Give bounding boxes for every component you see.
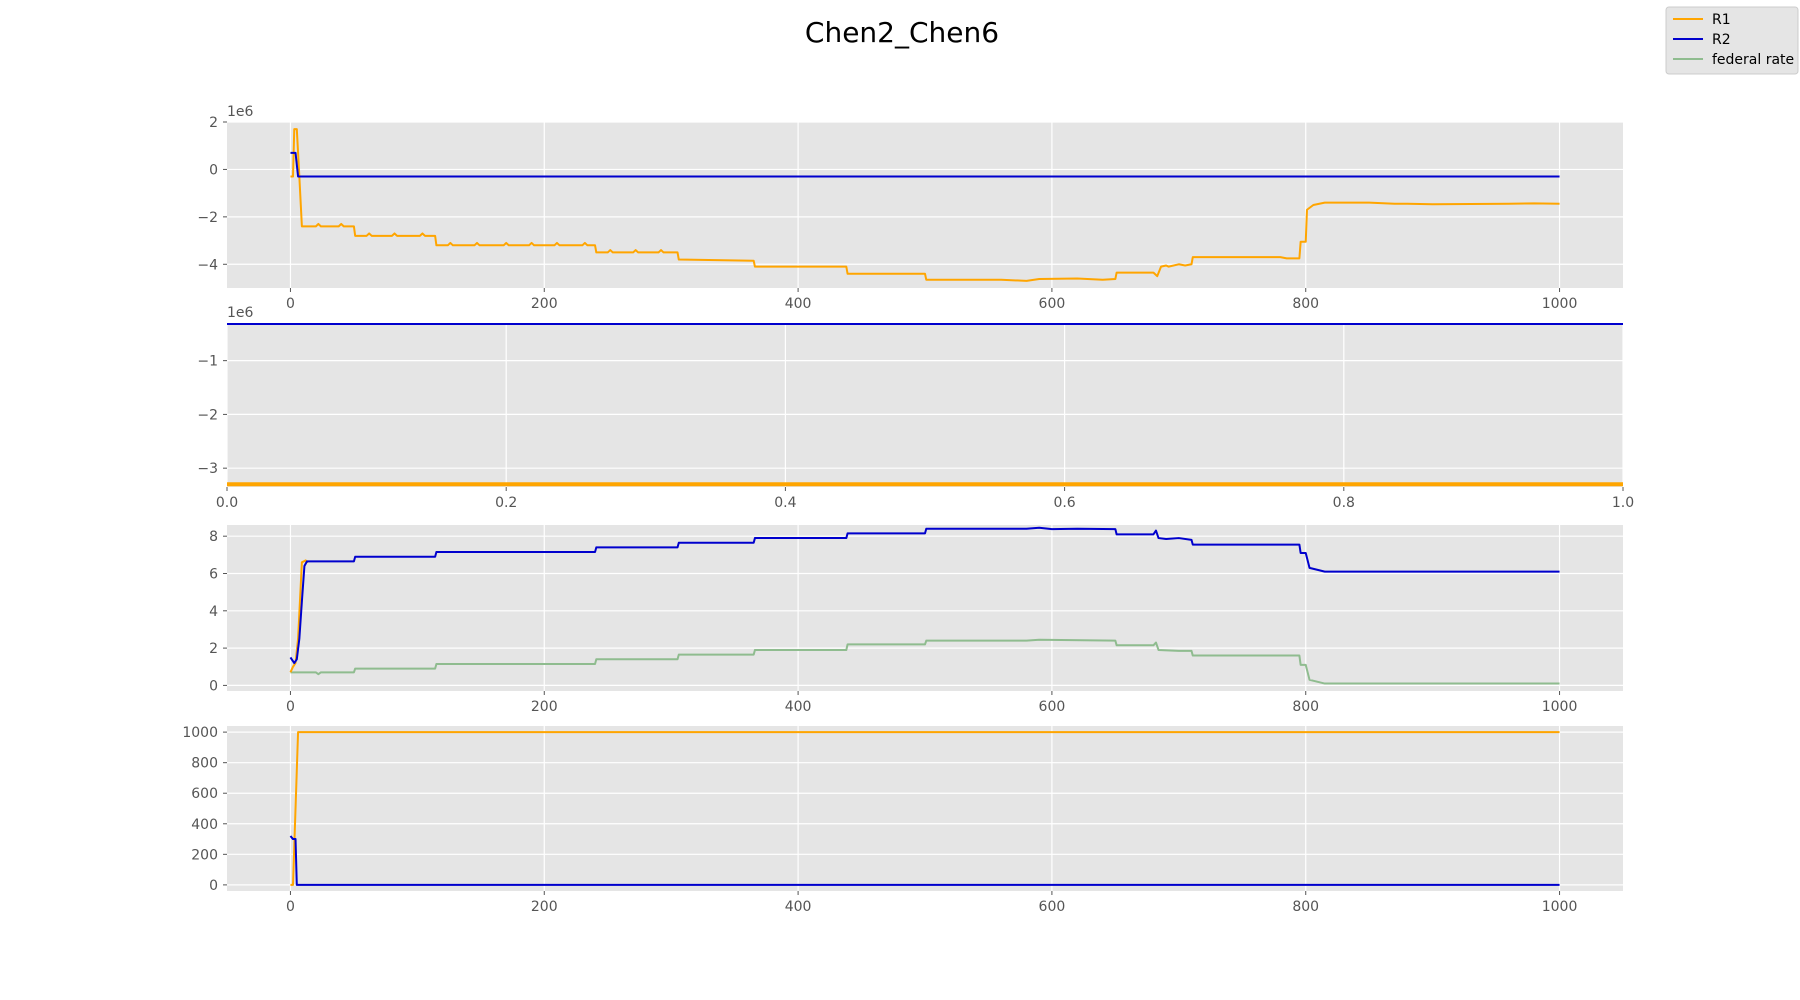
x-tick-label: 200 [531, 699, 558, 715]
subplot-2: 0.0 0.2 0.4 0.6 0.8 1.0 −1 −2 −3 1e6 [197, 305, 1634, 511]
x-tick-label: 0.2 [495, 495, 517, 511]
y-offset-label: 1e6 [227, 305, 254, 321]
y-tick-label: 400 [191, 817, 218, 833]
legend-label-federal-rate: federal rate [1712, 52, 1794, 68]
x-tick-label: 800 [1292, 296, 1319, 312]
x-tick-label: 1000 [1542, 899, 1578, 915]
x-tick-label: 1000 [1542, 296, 1578, 312]
series-line-r2 [290, 151, 1560, 178]
legend-frame [1665, 6, 1799, 75]
x-tick-label: 1.0 [1612, 495, 1634, 511]
y-tick-label: 2 [209, 115, 218, 131]
plot-area [227, 122, 1623, 288]
legend: R1 R2 federal rate [1665, 6, 1799, 75]
series-line-r2 [289, 526, 1560, 665]
y-tick-label: 8 [209, 529, 218, 545]
y-tick-label: −1 [197, 354, 218, 370]
plot-area [227, 726, 1623, 891]
y-tick-label: 0 [209, 162, 218, 178]
legend-label-r2: R2 [1712, 32, 1731, 48]
x-tick-label: 800 [1292, 699, 1319, 715]
y-tick-label: 1000 [182, 725, 218, 741]
y-tick-label: 600 [191, 786, 218, 802]
series-line-r1 [289, 559, 309, 673]
legend-entry-r2: R2 [1673, 32, 1731, 48]
plot-area [227, 323, 1623, 487]
series-line-federal-rate [290, 638, 1560, 685]
subplot-1: 0 200 400 600 800 1000 2 0 −2 −4 1e6 [197, 104, 1623, 312]
y-tick-label: 200 [191, 847, 218, 863]
x-tick-label: 0 [286, 899, 295, 915]
x-tick-label: 0.8 [1333, 495, 1355, 511]
y-tick-label: −3 [197, 461, 218, 477]
series-line-r1 [290, 731, 1560, 886]
y-tick-label: −2 [197, 210, 218, 226]
y-tick-label: −4 [197, 257, 218, 273]
x-tick-label: 400 [785, 699, 812, 715]
x-tick-label: 0.0 [216, 495, 238, 511]
y-tick-label: 4 [209, 604, 218, 620]
legend-entry-federal-rate: federal rate [1673, 52, 1794, 68]
x-tick-label: 0 [286, 296, 295, 312]
y-tick-label: 2 [209, 641, 218, 657]
legend-label-r1: R1 [1712, 12, 1731, 28]
series-line-r2 [289, 835, 1560, 886]
x-tick-label: 800 [1292, 899, 1319, 915]
x-tick-label: 400 [785, 899, 812, 915]
y-tick-label: 6 [209, 566, 218, 582]
y-tick-label: 0 [209, 678, 218, 694]
y-tick-label: 0 [209, 878, 218, 894]
x-tick-label: 0.4 [774, 495, 796, 511]
series-line-r1 [290, 128, 1560, 282]
x-tick-label: 200 [531, 296, 558, 312]
y-offset-label: 1e6 [227, 104, 254, 120]
x-tick-label: 200 [531, 899, 558, 915]
x-tick-label: 600 [1039, 899, 1066, 915]
subplot-3: 0 200 400 600 800 1000 8 6 4 2 0 [209, 525, 1623, 715]
y-tick-label: 800 [191, 756, 218, 772]
x-tick-label: 1000 [1542, 699, 1578, 715]
figure-title: Chen2_Chen6 [805, 16, 999, 49]
legend-entry-r1: R1 [1673, 12, 1731, 28]
x-tick-label: 600 [1039, 699, 1066, 715]
subplot-4: 0 200 400 600 800 1000 1000 800 600 400 200 0 [182, 725, 1623, 915]
y-tick-label: −2 [197, 407, 218, 423]
x-tick-label: 400 [785, 296, 812, 312]
x-tick-label: 600 [1039, 296, 1066, 312]
x-tick-label: 0 [286, 699, 295, 715]
x-tick-label: 0.6 [1053, 495, 1075, 511]
